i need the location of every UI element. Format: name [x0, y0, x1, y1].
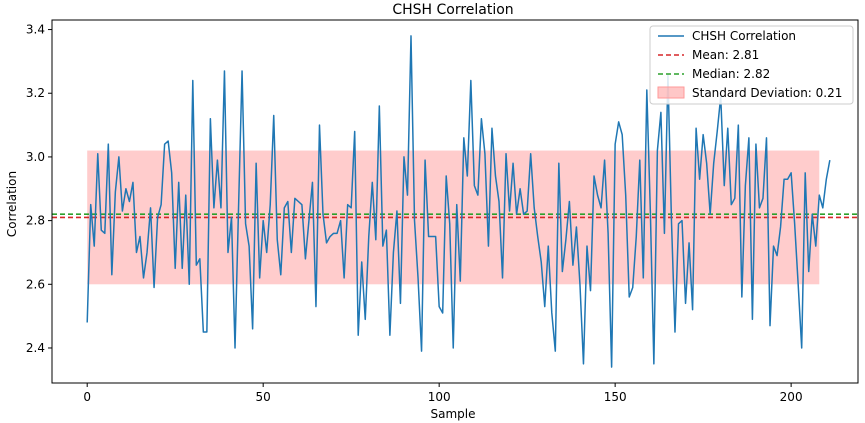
x-axis-label: Sample [431, 407, 476, 421]
series-layer [86, 35, 831, 368]
legend: CHSH Correlation Mean: 2.81 Median: 2.82… [649, 25, 854, 105]
legend-label-median: Median: 2.82 [692, 67, 770, 81]
y-tick-label: 2.4 [26, 341, 45, 355]
chart-title: CHSH Correlation [392, 2, 513, 18]
x-ticks: 0 50 100 150 200 [83, 383, 803, 404]
x-tick-label: 200 [780, 390, 803, 404]
legend-swatch-band [657, 86, 685, 99]
legend-label-band: Standard Deviation: 0.21 [692, 86, 842, 100]
y-tick-label: 3.4 [26, 23, 45, 37]
x-tick-label: 100 [428, 390, 451, 404]
y-axis-label: Correlation [5, 171, 19, 237]
x-tick-label: 150 [604, 390, 627, 404]
reference-lines-layer [52, 213, 858, 219]
legend-label-series: CHSH Correlation [692, 29, 796, 43]
x-tick-label: 0 [83, 390, 91, 404]
x-tick-label: 50 [256, 390, 271, 404]
y-tick-label: 3.0 [26, 150, 45, 164]
plot-frame [51, 19, 859, 384]
y-ticks: 2.4 2.6 2.8 3.0 3.2 3.4 [26, 23, 52, 355]
legend-label-mean: Mean: 2.81 [692, 48, 759, 62]
y-tick-label: 2.6 [26, 277, 45, 291]
legend-box [649, 25, 854, 105]
series-line-chsh-correlation [86, 35, 831, 368]
y-tick-label: 3.2 [26, 86, 45, 100]
y-tick-label: 2.8 [26, 214, 45, 228]
